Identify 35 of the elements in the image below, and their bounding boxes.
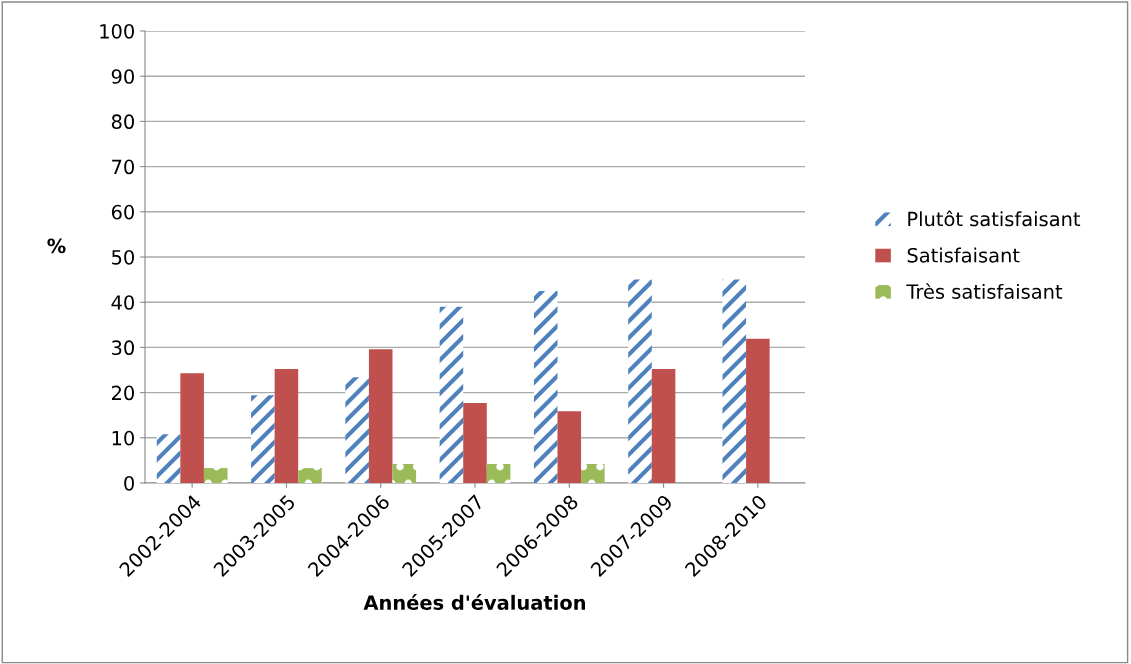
bar (156, 434, 181, 483)
legend-label: Très satisfaisant (906, 283, 1063, 299)
y-axis-title: % (47, 238, 66, 254)
bar (486, 464, 511, 483)
legend-label: Satisfaisant (907, 247, 1020, 263)
bar (722, 279, 747, 483)
bar (439, 306, 464, 483)
bar (274, 369, 299, 483)
bar (180, 373, 204, 483)
bar (251, 395, 275, 483)
bar (203, 468, 228, 483)
bar (463, 403, 487, 483)
y-tick-label: 60 (111, 204, 134, 220)
bar (581, 464, 605, 483)
bar (392, 464, 417, 483)
bar (557, 411, 582, 483)
y-tick-label: 20 (111, 385, 134, 401)
y-tick-label: 80 (111, 114, 134, 130)
bar (628, 279, 652, 483)
y-tick-label: 50 (112, 249, 134, 265)
bar (651, 369, 676, 483)
y-tick-label: 70 (112, 159, 134, 175)
bar (368, 349, 393, 483)
y-tick-label: 40 (111, 295, 134, 310)
y-tick-label: 0 (124, 475, 134, 491)
y-tick-label: 30 (112, 340, 134, 356)
y-tick-label: 100 (100, 23, 134, 39)
bar (533, 290, 558, 483)
y-tick-label: 10 (112, 430, 134, 446)
legend-label: Plutôt satisfaisant (908, 210, 1081, 227)
bar (298, 468, 322, 483)
x-axis-title: Années d'évaluation (363, 594, 586, 610)
y-tick-label: 90 (111, 69, 134, 84)
bar (746, 338, 770, 483)
bar (345, 377, 369, 483)
